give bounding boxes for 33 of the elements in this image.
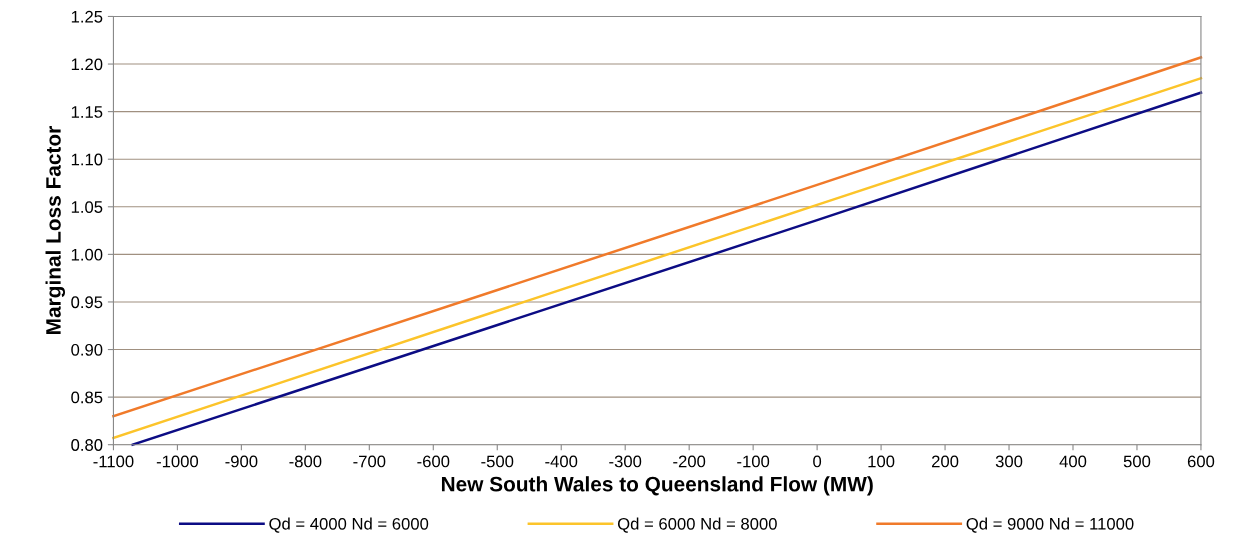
x-tick-label: -1000 xyxy=(156,455,199,468)
x-tick-label: 400 xyxy=(1059,455,1087,468)
x-tick-label: -600 xyxy=(417,455,450,468)
x-tick-label: -200 xyxy=(673,455,706,468)
y-tick-label: 0.95 xyxy=(71,296,103,309)
x-tick-label: -100 xyxy=(737,455,770,468)
y-tick-label: 1.25 xyxy=(71,10,103,23)
y-tick-label: 1.20 xyxy=(71,58,103,71)
x-tick-label: 200 xyxy=(931,455,959,468)
y-tick-label: 1.00 xyxy=(71,248,103,261)
y-tick-label: 1.10 xyxy=(71,153,103,166)
y-tick-label: 1.05 xyxy=(71,201,103,213)
y-tick-label: 0.90 xyxy=(71,343,103,356)
x-tick-label: -1100 xyxy=(93,455,134,468)
y-tick-label: 0.80 xyxy=(71,439,103,451)
y-tick-label: 1.15 xyxy=(71,106,103,118)
legend-label: Qd = 4000 Nd = 6000 xyxy=(269,517,429,533)
y-tick-label: 0.85 xyxy=(71,391,103,404)
x-tick-label: 0 xyxy=(813,455,822,468)
x-tick-label: -300 xyxy=(609,455,642,468)
legend-label: Qd = 6000 Nd = 8000 xyxy=(617,517,777,533)
legend-label: Qd = 9000 Nd = 11000 xyxy=(966,517,1134,533)
x-tick-label: -400 xyxy=(545,455,578,468)
x-tick-label: -900 xyxy=(225,455,258,468)
x-axis-title: New South Wales to Queensland Flow (MW) xyxy=(441,476,873,496)
x-tick-label: -800 xyxy=(289,455,322,468)
x-tick-label: 300 xyxy=(995,455,1023,468)
x-tick-label: -700 xyxy=(353,455,386,468)
y-axis-title: Marginal Loss Factor xyxy=(45,126,66,334)
x-tick-label: -500 xyxy=(481,455,514,468)
x-tick-label: 600 xyxy=(1187,455,1215,468)
x-tick-label: 100 xyxy=(868,455,895,468)
x-tick-label: 500 xyxy=(1123,455,1151,468)
